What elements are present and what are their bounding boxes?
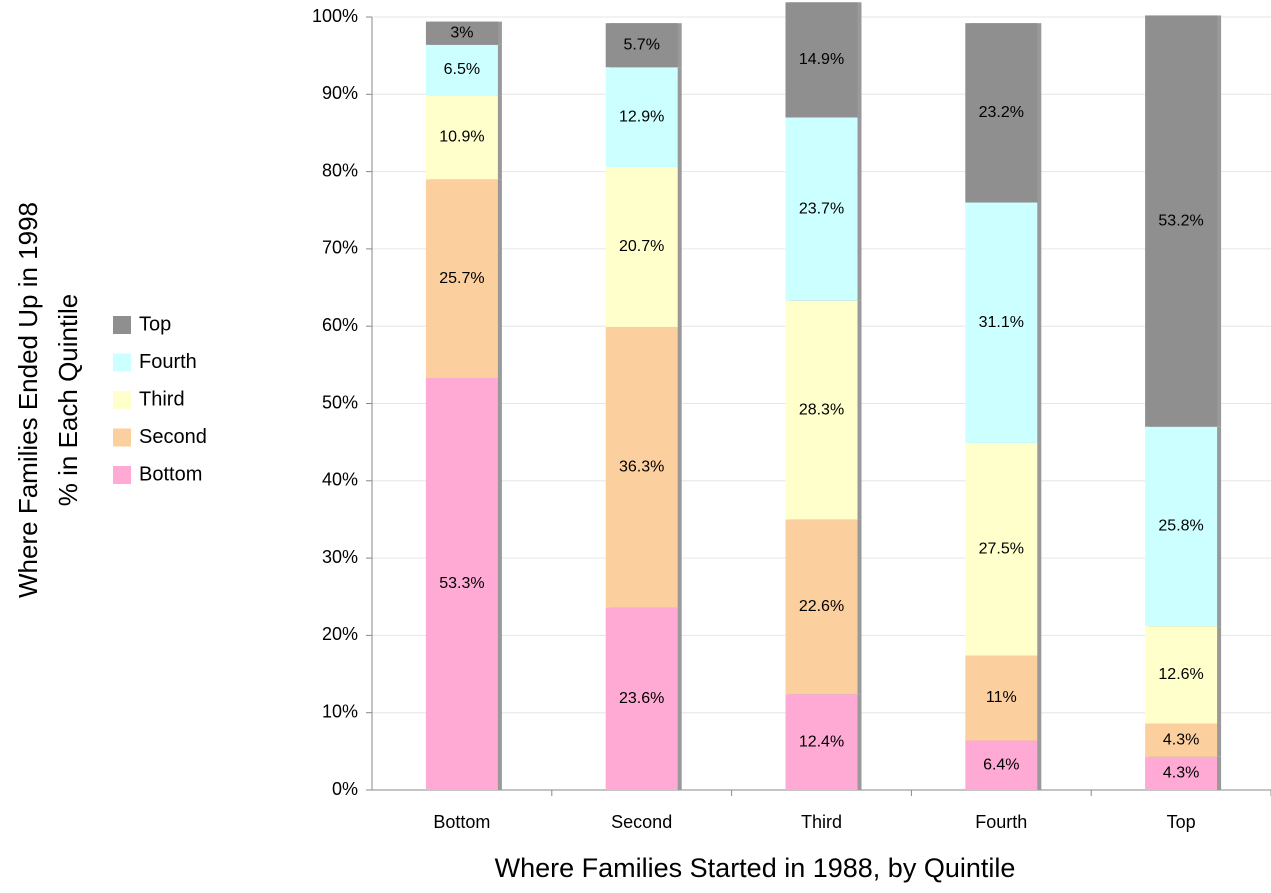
y-tick-label: 90% <box>322 83 358 103</box>
y-tick-label: 10% <box>322 701 358 721</box>
y-tick-label: 80% <box>322 160 358 180</box>
data-label: 12.4% <box>799 733 844 750</box>
data-label: 3% <box>450 24 473 41</box>
x-tick-label: Fourth <box>975 812 1027 832</box>
legend-label: Fourth <box>139 351 197 373</box>
bar-segment <box>785 2 858 118</box>
bar-segment <box>605 166 678 327</box>
y-axis-title: Where Families Ended Up in 1998 <box>13 202 43 598</box>
data-label: 5.7% <box>623 36 659 53</box>
bar-segment <box>605 23 678 68</box>
bar-segment <box>785 694 858 790</box>
bar-segment <box>1145 626 1218 724</box>
data-label: 14.9% <box>799 51 844 68</box>
x-tick-label: Third <box>801 812 842 832</box>
bar-segment <box>1145 756 1218 790</box>
bar-segment <box>425 377 498 790</box>
bar-segment <box>425 95 498 180</box>
data-label: 23.2% <box>979 104 1024 121</box>
bar-segment <box>605 607 678 790</box>
data-label: 23.6% <box>619 690 664 707</box>
data-label: 20.7% <box>619 238 664 255</box>
data-label: 53.2% <box>1158 212 1203 229</box>
bar-segment <box>965 442 1038 656</box>
bar-segment <box>425 44 498 96</box>
data-label: 11% <box>986 689 1017 706</box>
bar-segment <box>965 740 1038 790</box>
data-label: 27.5% <box>979 540 1024 557</box>
bar-segment <box>605 326 678 608</box>
legend-label: Bottom <box>139 463 202 485</box>
legend-label: Top <box>139 313 171 335</box>
data-label: 23.7% <box>799 200 844 217</box>
data-label: 6.5% <box>444 61 480 78</box>
data-label: 6.4% <box>983 756 1019 773</box>
y-tick-label: 100% <box>312 6 358 26</box>
y-tick-label: 0% <box>332 779 358 799</box>
bar-segment <box>425 21 498 45</box>
x-tick-label: Bottom <box>433 812 490 832</box>
bar-segment <box>1145 15 1218 427</box>
legend-swatch <box>113 391 131 409</box>
legend-label: Second <box>139 426 207 448</box>
data-label: 4.3% <box>1163 731 1199 748</box>
data-label: 25.7% <box>439 270 484 287</box>
bar-segment <box>785 300 858 520</box>
y-tick-label: 70% <box>322 238 358 258</box>
y-tick-label: 50% <box>322 392 358 412</box>
bar-segment <box>965 23 1038 203</box>
data-label: 12.6% <box>1158 666 1203 683</box>
data-label: 36.3% <box>619 458 664 475</box>
y-tick-label: 60% <box>322 315 358 335</box>
bar-segment <box>965 655 1038 741</box>
data-label: 4.3% <box>1163 765 1199 782</box>
bar-segment <box>605 67 678 167</box>
bar-segment <box>1145 426 1218 627</box>
data-label: 10.9% <box>439 128 484 145</box>
data-label: 28.3% <box>799 401 844 418</box>
x-axis-title: Where Families Started in 1988, by Quint… <box>495 853 1016 883</box>
bar-segment <box>785 117 858 301</box>
legend-swatch <box>113 316 131 334</box>
data-label: 12.9% <box>619 108 664 125</box>
data-label: 31.1% <box>979 314 1024 331</box>
legend-swatch <box>113 353 131 372</box>
bar-segment <box>1145 723 1218 757</box>
y-tick-label: 20% <box>322 624 358 644</box>
bar-segment <box>785 519 858 695</box>
bar-segment <box>965 202 1038 443</box>
legend-swatch <box>113 428 131 447</box>
y-tick-label: 40% <box>322 470 358 490</box>
x-tick-label: Second <box>611 812 672 832</box>
y-axis-title: % in Each Quintile <box>53 294 83 506</box>
y-tick-label: 30% <box>322 547 358 567</box>
data-label: 22.6% <box>799 598 844 615</box>
data-label: 53.3% <box>439 575 484 592</box>
legend-swatch <box>113 466 131 484</box>
data-label: 25.8% <box>1158 518 1203 535</box>
bar-segment <box>425 179 498 378</box>
legend-label: Third <box>139 388 185 410</box>
x-tick-label: Top <box>1167 812 1196 832</box>
